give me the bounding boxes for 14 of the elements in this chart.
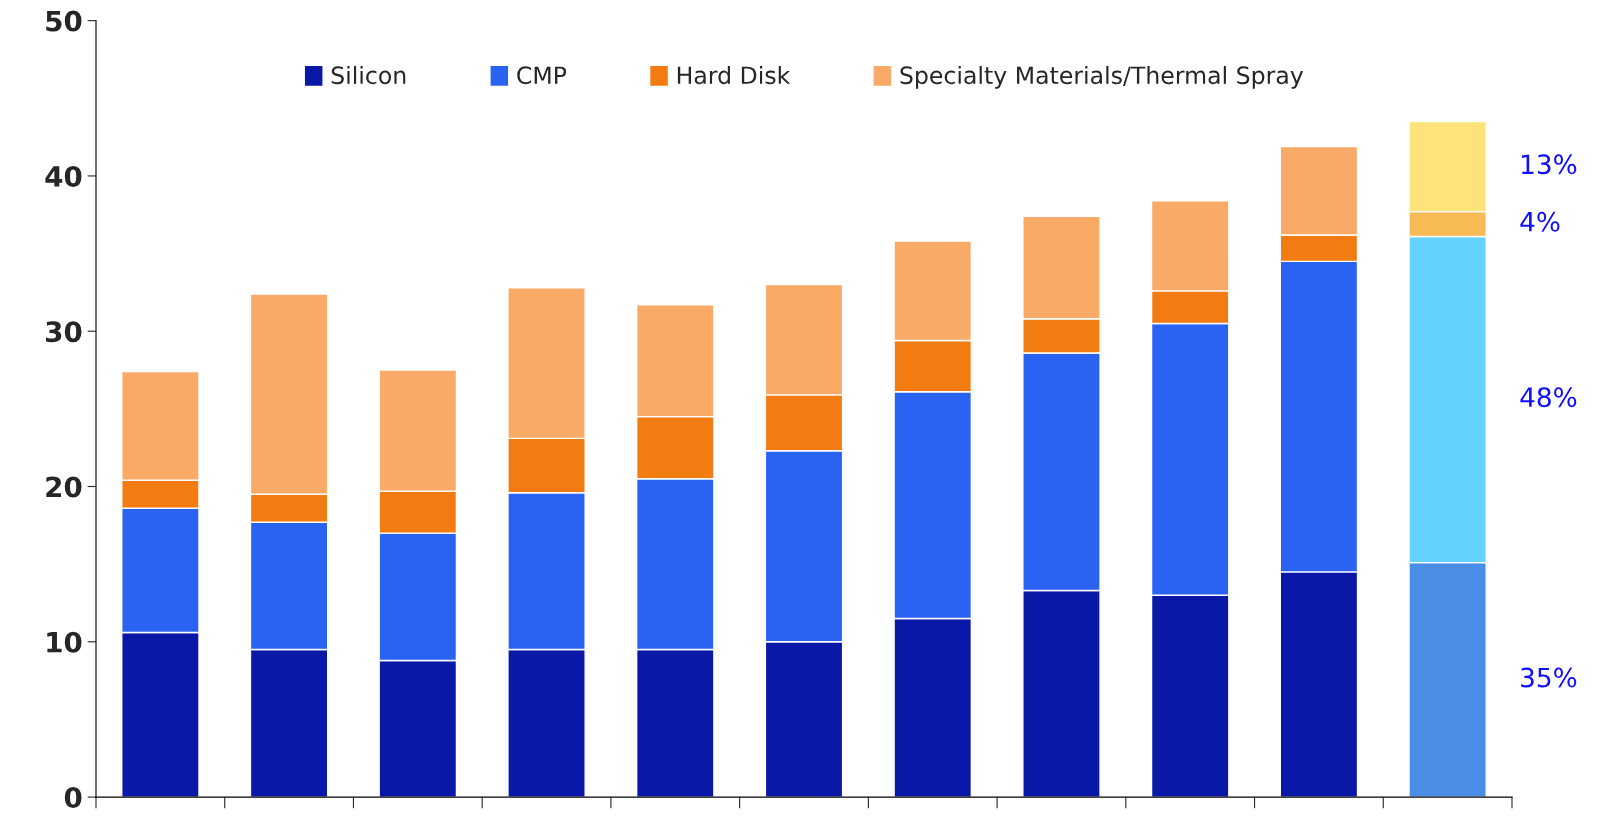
text: 48% xyxy=(1520,387,1577,408)
text: 35% xyxy=(1521,667,1577,688)
y-tick-label: 30 xyxy=(46,321,82,343)
y-tick-label: 0 xyxy=(64,787,82,809)
y-tick-label: 20 xyxy=(46,476,82,498)
y-tick-label: 50 xyxy=(46,10,82,32)
legend-label: Silicon xyxy=(331,65,406,85)
legend-label: CMP xyxy=(517,66,567,85)
legend-label: Hard Disk xyxy=(677,65,791,85)
y-tick-label: 40 xyxy=(45,165,82,187)
text: 4% xyxy=(1520,211,1560,232)
legend-label: Specialty Materials/Thermal Spray xyxy=(900,65,1304,89)
text: 13% xyxy=(1521,154,1577,175)
y-tick-label: 10 xyxy=(47,631,82,653)
